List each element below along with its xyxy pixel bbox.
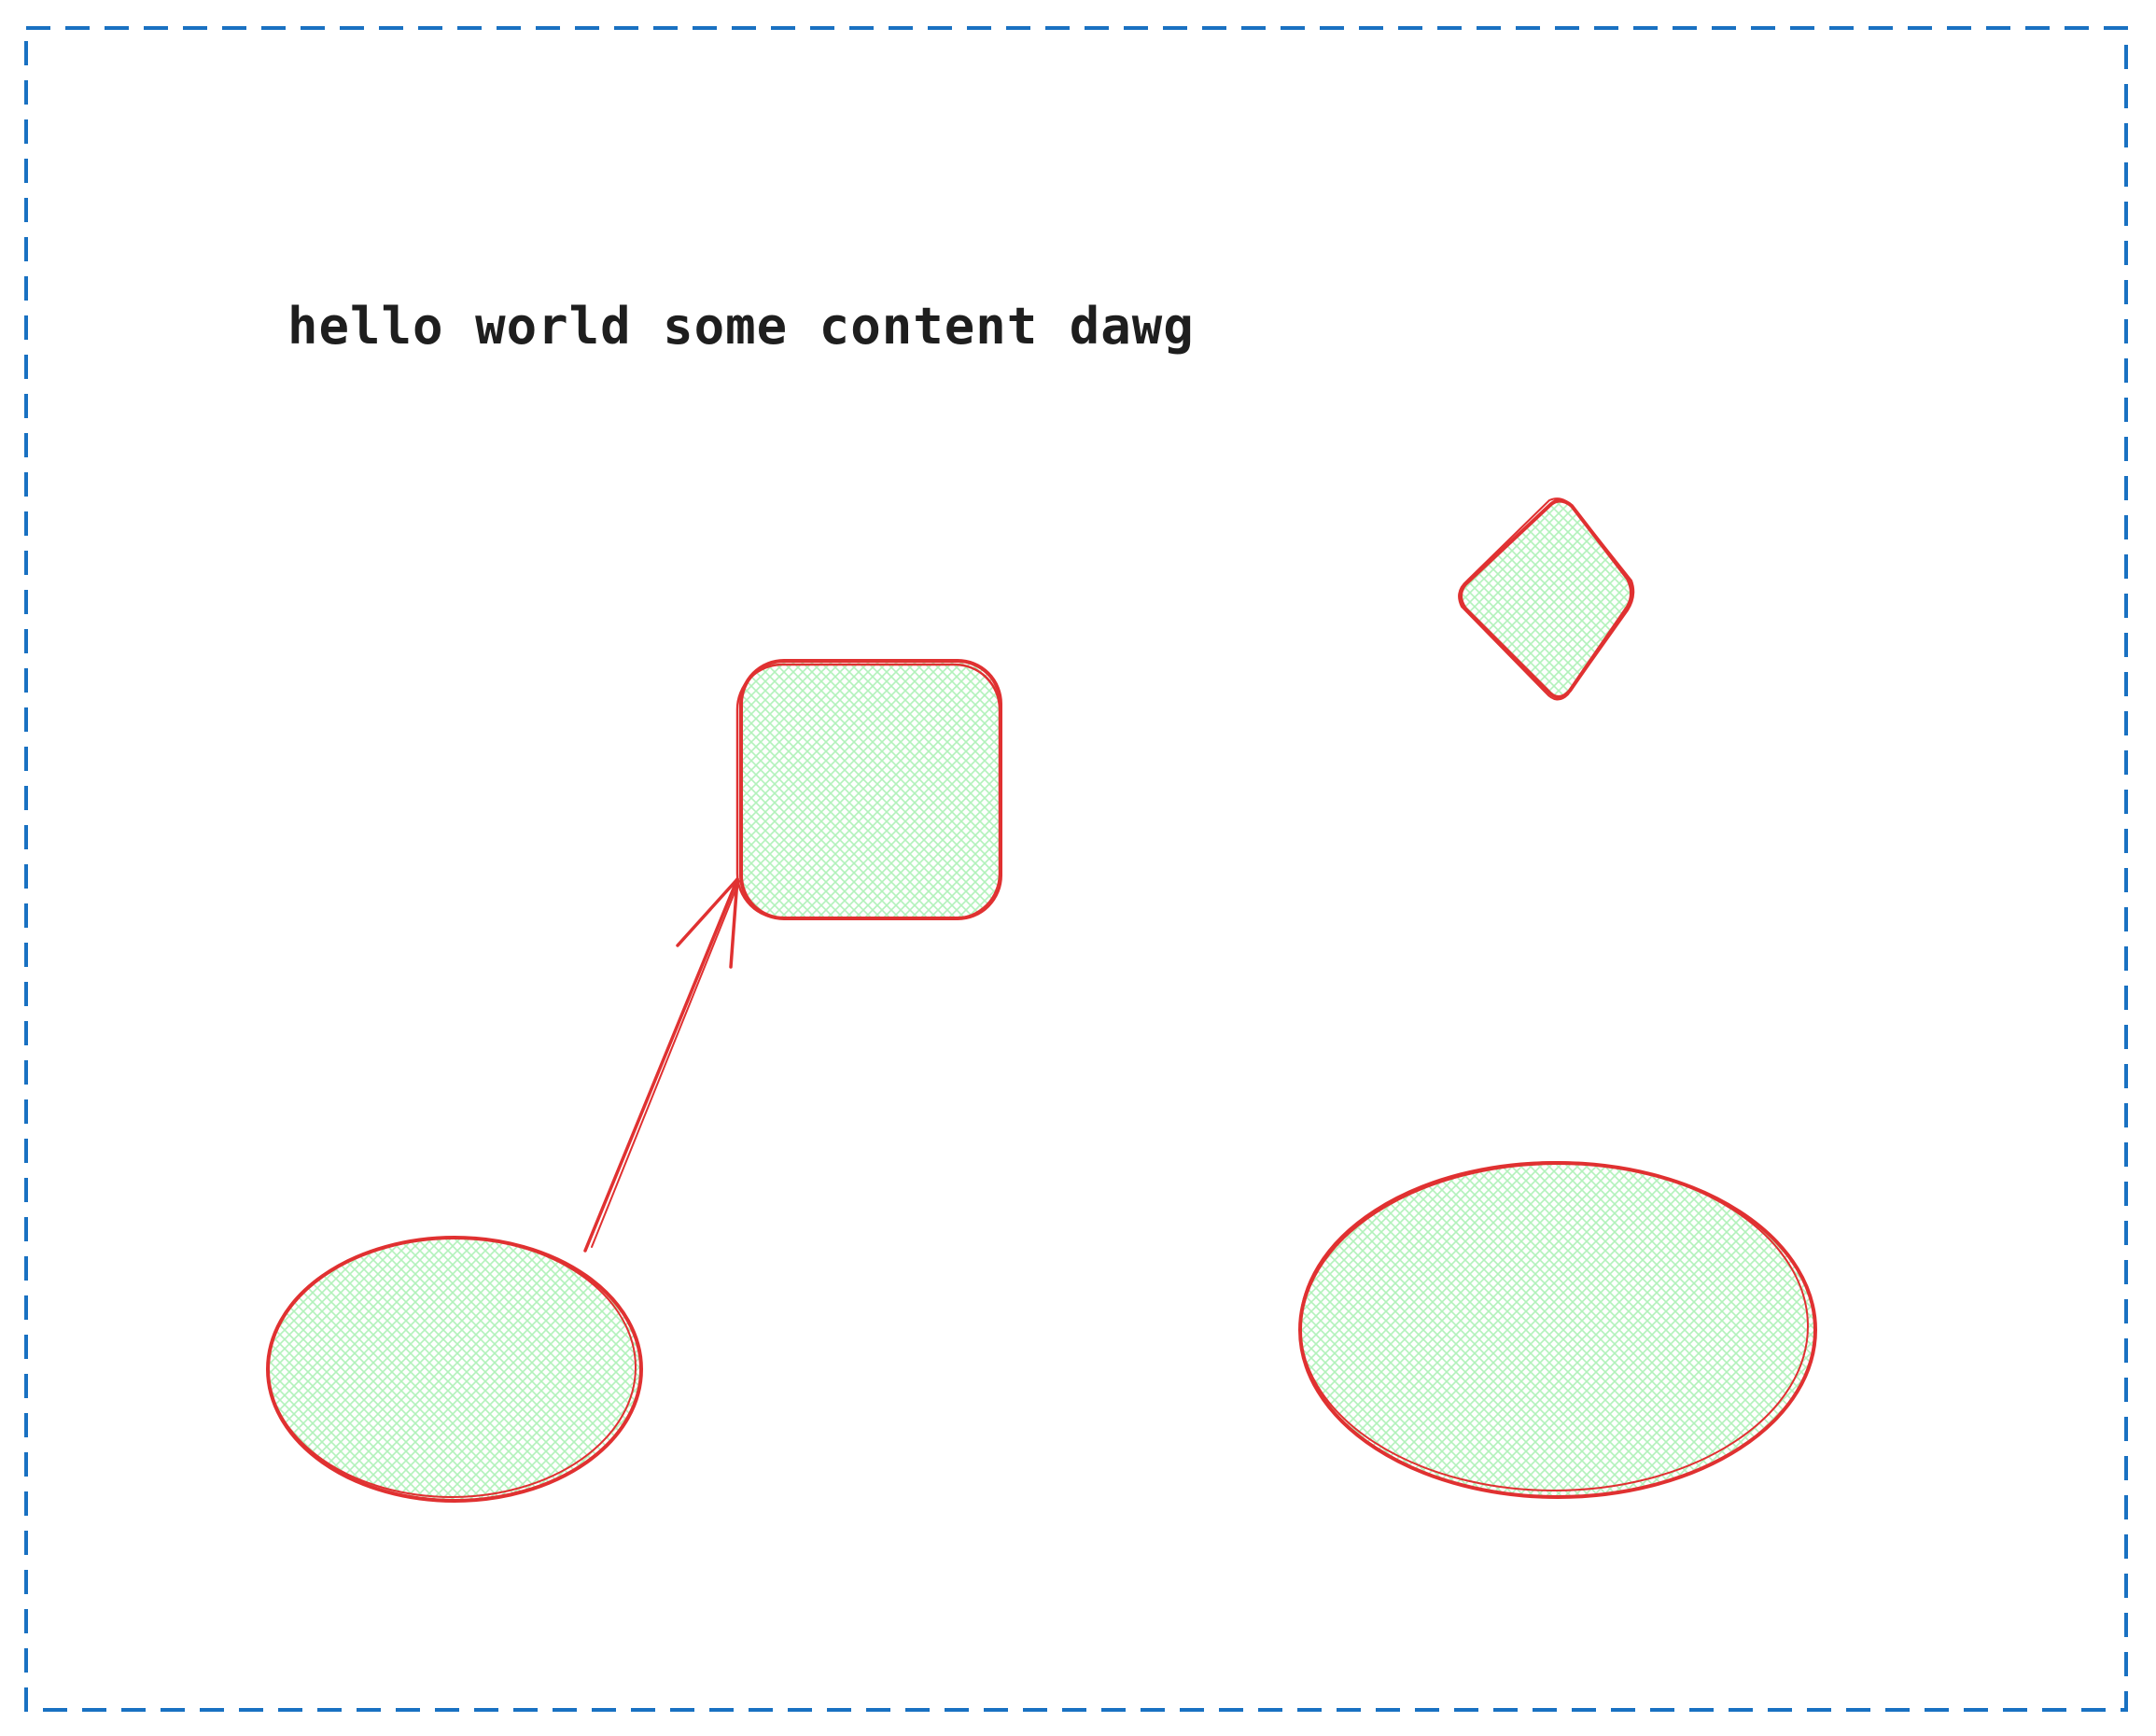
arrow[interactable]: [583, 877, 740, 1253]
large-ellipse[interactable]: [1298, 1161, 1817, 1499]
arrowhead: [676, 877, 739, 969]
rounded-rectangle[interactable]: [735, 659, 1002, 920]
dashed-frame[interactable]: [24, 26, 2128, 1712]
small-ellipse[interactable]: [266, 1236, 643, 1503]
text-label[interactable]: hello world some content dawg: [287, 297, 1195, 356]
diamond[interactable]: [1458, 497, 1635, 701]
